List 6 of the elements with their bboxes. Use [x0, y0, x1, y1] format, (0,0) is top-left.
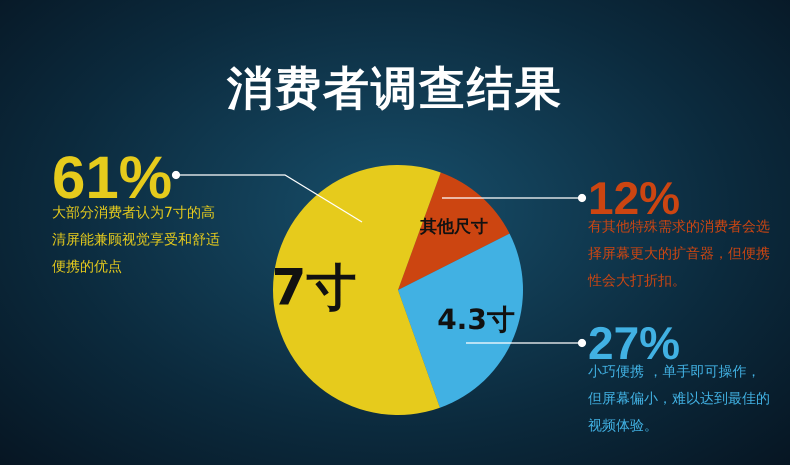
pie-slice	[398, 172, 510, 290]
slice-label: 其他尺寸	[418, 217, 488, 238]
slice-label: 4.3寸	[437, 303, 515, 336]
chart-title: 消费者调查结果	[226, 60, 564, 117]
slice-label: 7寸	[272, 258, 356, 317]
pie-slice	[398, 234, 523, 408]
